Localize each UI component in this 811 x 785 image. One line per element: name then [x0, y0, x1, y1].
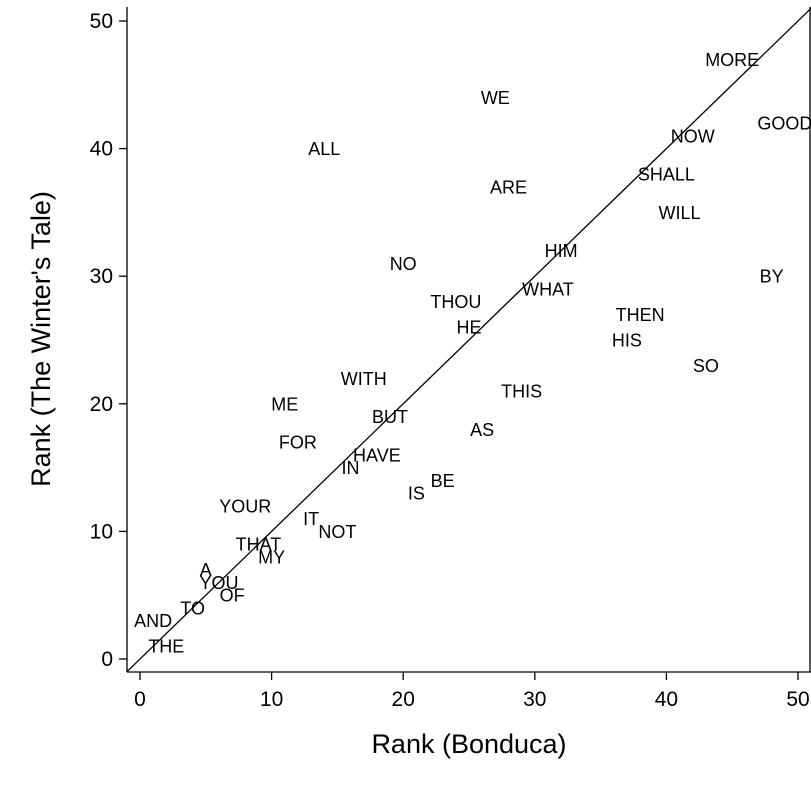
x-tick-label: 0	[134, 688, 146, 711]
y-tick-label: 0	[101, 648, 113, 671]
y-tick-label: 30	[90, 265, 113, 288]
point-label-all: ALL	[308, 139, 340, 159]
point-label-not: NOT	[318, 522, 356, 542]
point-label-no: NO	[390, 254, 417, 274]
x-tick-label: 50	[786, 688, 809, 711]
point-label-are: ARE	[490, 177, 527, 197]
point-label-it: IT	[303, 509, 319, 529]
point-label-more: MORE	[705, 50, 759, 70]
point-label-will: WILL	[659, 203, 701, 223]
point-label-but: BUT	[372, 407, 408, 427]
point-label-this: THIS	[501, 382, 542, 402]
point-label-he: HE	[456, 318, 481, 338]
point-label-to: TO	[180, 598, 205, 618]
x-tick-label: 10	[260, 688, 283, 711]
y-tick-label: 20	[90, 393, 113, 416]
point-label-your: YOUR	[219, 496, 271, 516]
point-label-and: AND	[134, 611, 172, 631]
point-label-then: THEN	[616, 305, 665, 325]
y-tick-label: 50	[90, 10, 113, 33]
y-axis-title: Rank (The Winter's Tale)	[26, 191, 56, 487]
point-label-good: GOOD	[757, 114, 811, 134]
y-tick-label: 10	[90, 520, 113, 543]
point-label-him: HIM	[545, 241, 578, 261]
point-label-we: WE	[481, 88, 510, 108]
point-label-now: NOW	[671, 126, 715, 146]
x-tick-label: 20	[392, 688, 415, 711]
point-label-with: WITH	[341, 369, 387, 389]
x-tick-label: 30	[523, 688, 546, 711]
x-axis-title: Rank (Bonduca)	[371, 729, 566, 759]
point-label-shall: SHALL	[638, 165, 695, 185]
point-label-as: AS	[470, 420, 494, 440]
point-label-me: ME	[271, 394, 298, 414]
point-label-what: WHAT	[522, 279, 574, 299]
point-label-so: SO	[693, 356, 719, 376]
point-label-the: THE	[148, 637, 184, 657]
point-label-is: IS	[408, 484, 425, 504]
point-label-his: HIS	[612, 331, 642, 351]
point-label-thou: THOU	[430, 292, 481, 312]
point-label-be: BE	[431, 471, 455, 491]
point-label-for: FOR	[279, 433, 317, 453]
point-label-by: BY	[760, 267, 784, 287]
x-axis-ticks: 0 10 20 30 40 50	[134, 672, 810, 711]
point-label-have: HAVE	[353, 445, 401, 465]
x-tick-label: 40	[655, 688, 678, 711]
y-axis-ticks: 0 10 20 30 40 50	[90, 10, 127, 671]
point-label-that: THAT	[236, 535, 282, 555]
point-label-a: A	[200, 560, 212, 580]
y-tick-label: 40	[90, 138, 113, 161]
